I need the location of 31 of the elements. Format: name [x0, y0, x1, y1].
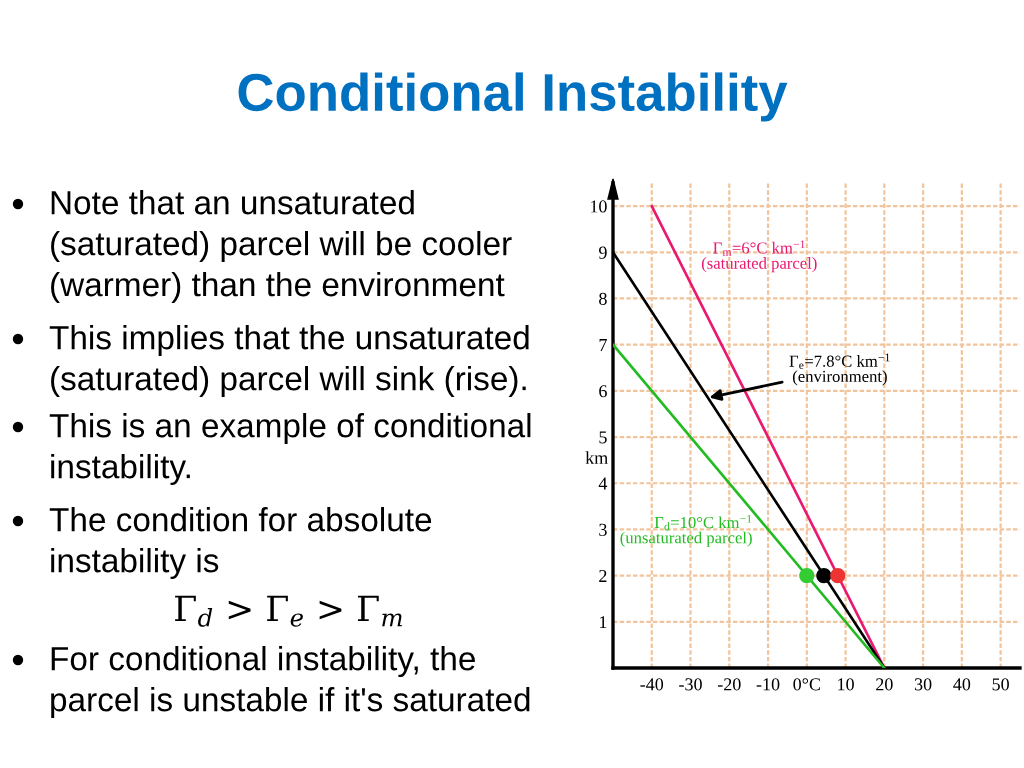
text: Note that an unsaturated (saturated) parcel will be cooler (warmer) than the environment	[51, 190, 512, 304]
y-tick-label: 8	[599, 292, 607, 305]
x-tick-label: -20	[717, 678, 741, 691]
series-label: Γ$_{m}$=6°C km$^{−1}$ (saturated parcel)	[701, 240, 817, 273]
chart-title: Conditional Instability	[238, 72, 788, 122]
text: Γ$_{d}$ > Γ$_{e}$ > Γ$_{m}$	[175, 595, 402, 627]
x-tick-label: 10	[838, 678, 854, 691]
y-tick-label: 7	[599, 339, 607, 351]
x-tick-label: -30	[679, 678, 702, 691]
y-tick-label: 6	[599, 385, 607, 398]
y-tick-label: 3	[599, 523, 607, 536]
x-tick-label: -40	[640, 678, 664, 691]
x-tick-label: 0°C	[793, 678, 820, 691]
text: For conditional instability, the parcel is unstable if it's saturated	[51, 646, 530, 719]
text: The condition for absolute instability is	[49, 507, 432, 580]
x-tick-label: 20	[876, 678, 893, 691]
y-tick-label: 2	[599, 569, 607, 582]
x-tick-label: 50	[992, 678, 1009, 691]
y-tick-label: 5	[599, 431, 607, 444]
text: This is an example of conditional instability.	[49, 413, 531, 486]
y-tick-label: 4	[598, 477, 608, 490]
y-tick-label: 10	[590, 200, 607, 213]
y-axis-title: km	[585, 451, 608, 464]
text: Γ$_{e}$=7.8°C km$^{−1}$ (environment)	[789, 353, 890, 386]
text: This implies that the unsaturated (saturated) parcel will sink (rise).	[49, 325, 529, 398]
x-tick-label: 40	[953, 678, 971, 691]
y-tick-label: 1	[600, 616, 607, 629]
y-tick-label: 9	[599, 246, 607, 259]
x-tick-label: -10	[756, 678, 780, 691]
series-label: Γ$_{d}$=10°C km$^{−1}$ (unsaturated parcel)	[620, 514, 752, 547]
x-tick-label: 30	[914, 678, 932, 691]
